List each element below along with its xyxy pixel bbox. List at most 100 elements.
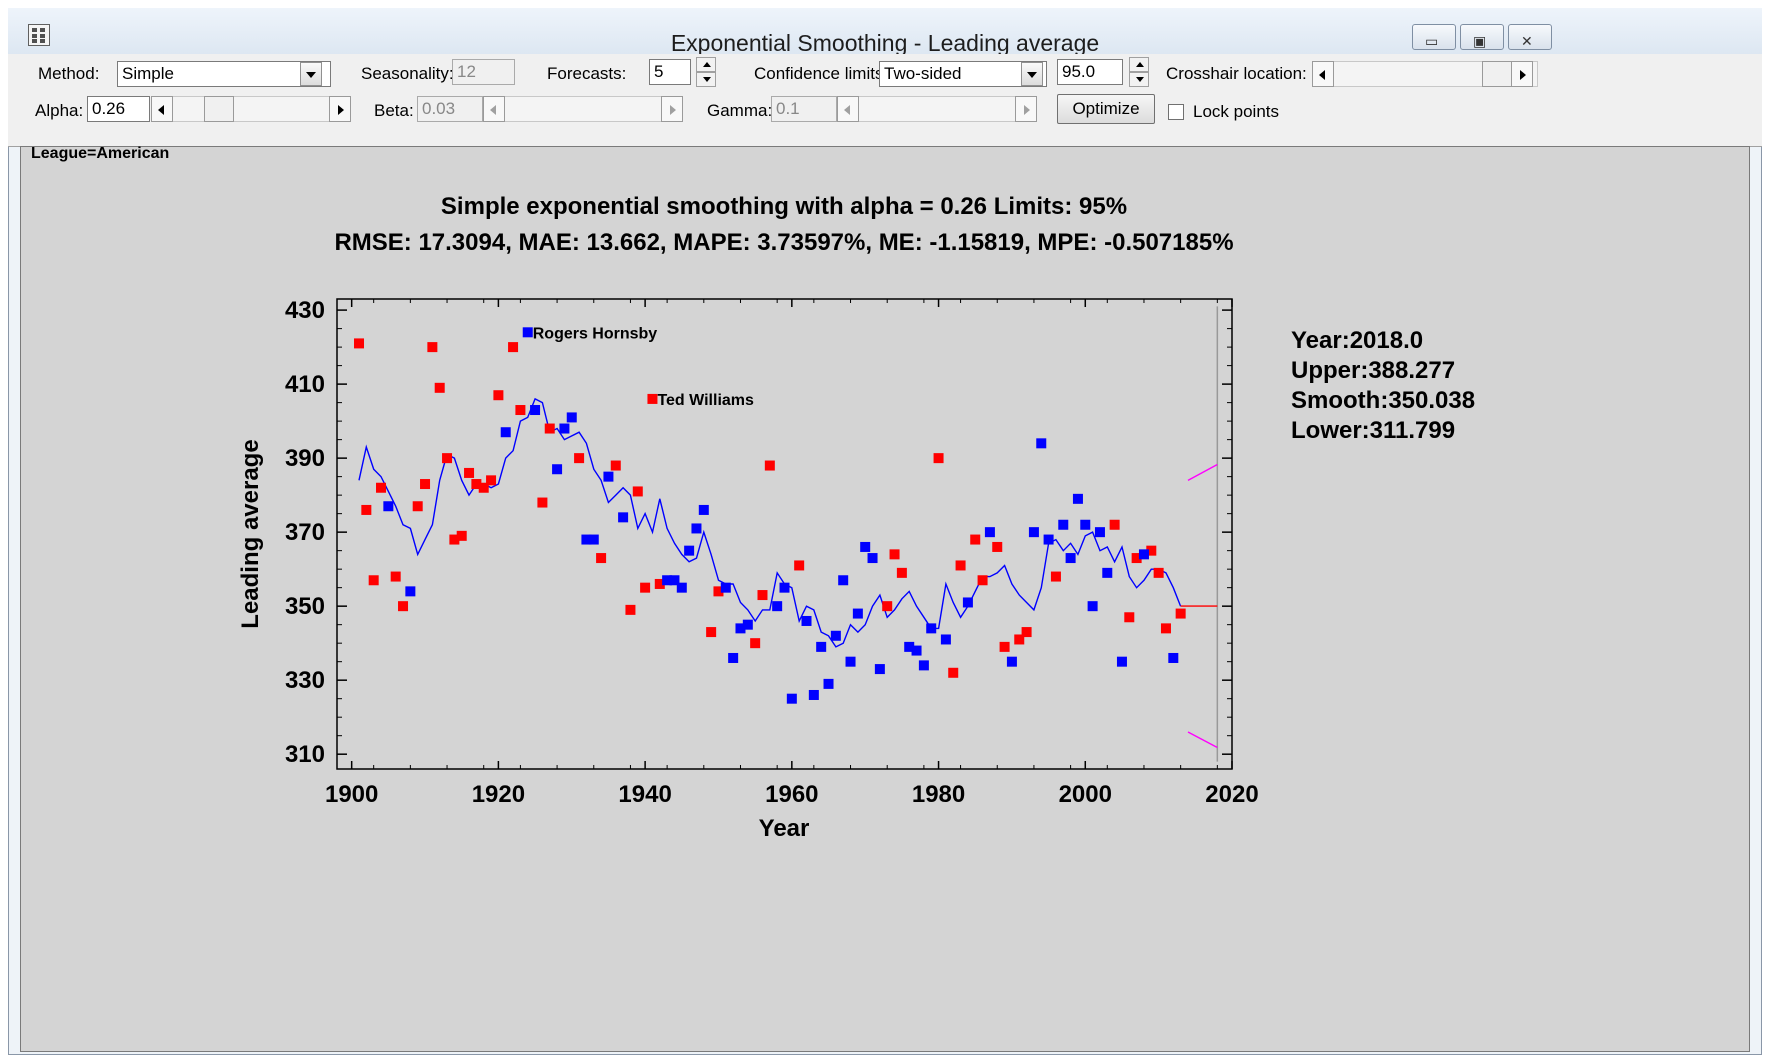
alpha-input[interactable]: 0.26: [87, 96, 150, 122]
red-data-point[interactable]: [412, 501, 423, 512]
spin-up-icon[interactable]: [696, 57, 716, 72]
red-data-point[interactable]: [515, 405, 526, 416]
red-data-point[interactable]: [713, 586, 724, 597]
blue-data-point[interactable]: [669, 575, 680, 586]
red-data-point[interactable]: [390, 571, 401, 582]
blue-data-point[interactable]: [1058, 519, 1069, 530]
blue-data-point[interactable]: [852, 608, 863, 619]
blue-data-point[interactable]: [808, 689, 819, 700]
red-data-point[interactable]: [794, 560, 805, 571]
blue-data-point[interactable]: [1080, 519, 1091, 530]
blue-data-point[interactable]: [728, 652, 739, 663]
blue-data-point[interactable]: [691, 523, 702, 534]
red-data-point[interactable]: [368, 575, 379, 586]
blue-data-point[interactable]: [552, 464, 563, 475]
alpha-scroll-thumb[interactable]: [204, 96, 234, 122]
method-dropdown-icon[interactable]: [300, 62, 322, 86]
red-data-point[interactable]: [486, 475, 497, 486]
red-data-point[interactable]: [654, 578, 665, 589]
restore-button[interactable]: ▣: [1460, 24, 1504, 50]
blue-data-point[interactable]: [816, 641, 827, 652]
red-data-point[interactable]: [354, 338, 365, 349]
blue-data-point[interactable]: [779, 582, 790, 593]
blue-data-point[interactable]: [830, 630, 841, 641]
red-data-point[interactable]: [977, 575, 988, 586]
red-data-point[interactable]: [992, 541, 1003, 552]
red-data-point[interactable]: [757, 590, 768, 601]
blue-data-point[interactable]: [1116, 656, 1127, 667]
red-data-point[interactable]: [464, 467, 475, 478]
method-select[interactable]: Simple: [117, 61, 331, 87]
red-data-point[interactable]: [999, 641, 1010, 652]
optimize-button[interactable]: Optimize: [1057, 94, 1155, 124]
blue-data-point[interactable]: [874, 664, 885, 675]
red-data-point[interactable]: [625, 604, 636, 615]
blue-data-point[interactable]: [860, 541, 871, 552]
blue-data-point[interactable]: [1065, 553, 1076, 564]
red-data-point[interactable]: [889, 549, 900, 560]
blue-data-point[interactable]: [500, 427, 511, 438]
blue-data-point[interactable]: [698, 504, 709, 515]
blue-data-point[interactable]: [1072, 493, 1083, 504]
blue-data-point[interactable]: [742, 619, 753, 630]
red-data-point[interactable]: [948, 667, 959, 678]
crosshair-scroll-thumb[interactable]: [1482, 61, 1512, 87]
red-data-point[interactable]: [427, 342, 438, 353]
scroll-left-icon[interactable]: [151, 96, 173, 122]
red-data-point[interactable]: [610, 460, 621, 471]
red-data-point[interactable]: [478, 482, 489, 493]
red-data-point[interactable]: [574, 453, 585, 464]
blue-data-point[interactable]: [566, 412, 577, 423]
red-data-point[interactable]: [1175, 608, 1186, 619]
red-data-point[interactable]: [596, 553, 607, 564]
red-data-point[interactable]: [508, 342, 519, 353]
blue-data-point[interactable]: [845, 656, 856, 667]
blue-data-point[interactable]: [801, 615, 812, 626]
blue-data-point[interactable]: [676, 582, 687, 593]
red-data-point[interactable]: [882, 601, 893, 612]
red-data-point[interactable]: [632, 486, 643, 497]
blue-data-point[interactable]: [904, 641, 915, 652]
red-data-point[interactable]: [970, 534, 981, 545]
close-button[interactable]: ✕: [1508, 24, 1552, 50]
red-data-point[interactable]: [1021, 627, 1032, 638]
blue-data-point[interactable]: [1028, 527, 1039, 538]
blue-data-point[interactable]: [962, 597, 973, 608]
blue-data-point[interactable]: [581, 534, 592, 545]
blue-data-point[interactable]: [1036, 438, 1047, 449]
blue-data-point[interactable]: [720, 582, 731, 593]
confidence-level-spinner[interactable]: [1129, 57, 1149, 87]
blue-data-point[interactable]: [1102, 567, 1113, 578]
red-data-point[interactable]: [1160, 623, 1171, 634]
blue-data-point[interactable]: [1087, 601, 1098, 612]
spin-down-icon[interactable]: [696, 72, 716, 87]
red-data-point[interactable]: [471, 479, 482, 490]
blue-data-point[interactable]: [588, 534, 599, 545]
app-grid-icon[interactable]: [28, 24, 50, 46]
red-data-point[interactable]: [449, 534, 460, 545]
red-data-point[interactable]: [1131, 553, 1142, 564]
red-data-point[interactable]: [706, 627, 717, 638]
red-data-point[interactable]: [647, 393, 658, 404]
blue-data-point[interactable]: [911, 645, 922, 656]
red-data-point[interactable]: [764, 460, 775, 471]
forecasts-spinner[interactable]: [696, 57, 716, 87]
blue-data-point[interactable]: [786, 693, 797, 704]
red-data-point[interactable]: [456, 530, 467, 541]
blue-data-point[interactable]: [1006, 656, 1017, 667]
spin-up-icon[interactable]: [1129, 57, 1149, 72]
red-data-point[interactable]: [933, 453, 944, 464]
red-data-point[interactable]: [420, 479, 431, 490]
red-data-point[interactable]: [1124, 612, 1135, 623]
blue-data-point[interactable]: [530, 405, 541, 416]
blue-data-point[interactable]: [684, 545, 695, 556]
blue-data-point[interactable]: [662, 575, 673, 586]
blue-data-point[interactable]: [405, 586, 416, 597]
red-data-point[interactable]: [442, 453, 453, 464]
red-data-point[interactable]: [1146, 545, 1157, 556]
blue-data-point[interactable]: [618, 512, 629, 523]
red-data-point[interactable]: [955, 560, 966, 571]
red-data-point[interactable]: [537, 497, 548, 508]
blue-data-point[interactable]: [772, 601, 783, 612]
minimize-button[interactable]: ▭: [1412, 24, 1456, 50]
